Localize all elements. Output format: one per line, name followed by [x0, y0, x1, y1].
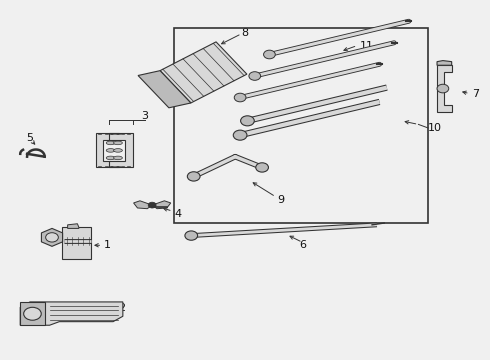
Polygon shape — [437, 65, 452, 112]
Circle shape — [185, 231, 197, 240]
Polygon shape — [68, 224, 79, 228]
Text: 6: 6 — [299, 240, 306, 250]
Circle shape — [241, 116, 254, 126]
Ellipse shape — [114, 149, 122, 152]
Polygon shape — [109, 134, 133, 167]
Circle shape — [256, 163, 269, 172]
Text: 9: 9 — [277, 195, 284, 205]
Text: 5: 5 — [26, 133, 33, 143]
Bar — [174, 28, 428, 223]
Text: 4: 4 — [174, 209, 182, 219]
Text: 2: 2 — [118, 303, 125, 314]
Circle shape — [437, 84, 449, 93]
Ellipse shape — [106, 156, 115, 160]
Ellipse shape — [114, 156, 122, 160]
Circle shape — [46, 233, 58, 242]
Polygon shape — [62, 226, 91, 259]
Polygon shape — [42, 228, 63, 246]
Text: 7: 7 — [472, 89, 479, 99]
Circle shape — [264, 50, 275, 59]
Polygon shape — [160, 42, 247, 103]
Circle shape — [249, 72, 261, 80]
Polygon shape — [138, 71, 191, 108]
Polygon shape — [96, 134, 120, 167]
Text: 11: 11 — [360, 41, 374, 50]
Circle shape — [187, 172, 200, 181]
Polygon shape — [134, 201, 152, 209]
Circle shape — [234, 93, 246, 102]
Polygon shape — [152, 201, 171, 209]
Text: 3: 3 — [141, 111, 148, 121]
Ellipse shape — [106, 141, 115, 145]
Ellipse shape — [114, 141, 122, 145]
Circle shape — [24, 307, 41, 320]
Polygon shape — [437, 60, 452, 65]
Circle shape — [233, 130, 247, 140]
Circle shape — [148, 202, 156, 208]
Polygon shape — [20, 302, 123, 325]
Text: 10: 10 — [428, 123, 442, 133]
Ellipse shape — [106, 149, 115, 152]
Text: 8: 8 — [242, 28, 248, 38]
Text: 1: 1 — [104, 240, 111, 250]
Bar — [20, 302, 45, 325]
